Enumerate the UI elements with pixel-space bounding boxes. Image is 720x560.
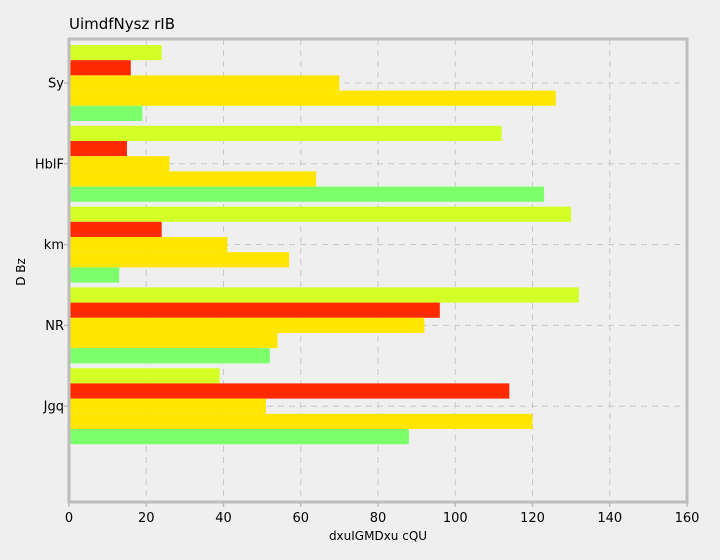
bar — [69, 237, 228, 253]
x-tick-label: 160 — [675, 511, 700, 526]
y-tick-label: NR — [45, 319, 64, 334]
x-tick-label: 40 — [215, 511, 232, 526]
bar — [69, 302, 440, 318]
y-tick-label: Jgq — [43, 400, 64, 415]
bar — [69, 186, 545, 202]
bar — [69, 141, 127, 157]
y-tick-label: HblF — [35, 157, 64, 172]
x-axis-label: dxuIGMDxu cQU — [329, 529, 427, 543]
bar — [69, 287, 579, 303]
bar — [69, 221, 162, 237]
y-axis-label: D Bz — [14, 258, 28, 286]
bar — [69, 317, 425, 333]
bar — [69, 206, 572, 222]
bar — [69, 90, 556, 106]
x-tick-label: 0 — [65, 511, 73, 526]
bar — [69, 348, 270, 364]
y-tick-label: km — [44, 238, 64, 253]
y-tick-label: Sy — [48, 77, 64, 92]
bar — [69, 45, 162, 61]
bars — [69, 45, 579, 445]
bar — [69, 383, 510, 399]
bar — [69, 413, 533, 429]
x-tick-label: 80 — [370, 511, 387, 526]
x-tick-label: 20 — [138, 511, 155, 526]
bar — [69, 75, 340, 91]
bar — [69, 60, 131, 76]
x-tick-label: 140 — [597, 511, 622, 526]
bar — [69, 368, 220, 384]
bar — [69, 171, 317, 187]
tick-labels: 0 20 40 60 80 100 120 140 160 Sy HblF km NR Jgq — [35, 77, 700, 527]
bar — [69, 333, 278, 349]
x-tick-label: 100 — [443, 511, 468, 526]
bar — [69, 125, 502, 141]
x-tick-label: 60 — [292, 511, 309, 526]
chart-title: UimdfNysz rIB — [69, 15, 175, 33]
bar — [69, 267, 120, 283]
bar — [69, 156, 170, 172]
bar — [69, 429, 409, 445]
x-tick-label: 120 — [520, 511, 545, 526]
bar — [69, 252, 290, 268]
bar — [69, 398, 266, 414]
bar — [69, 105, 143, 121]
